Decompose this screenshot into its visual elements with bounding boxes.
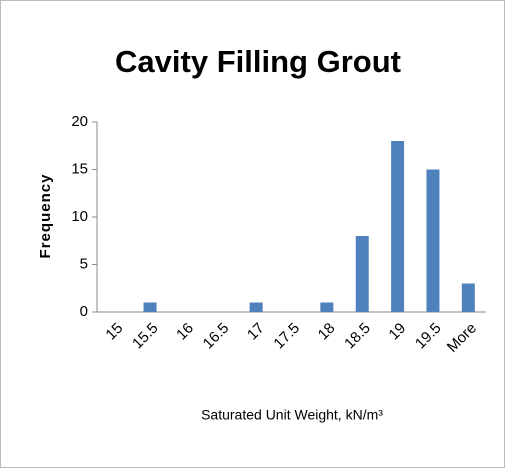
bar <box>355 236 369 312</box>
y-tick-label: 10 <box>71 208 88 225</box>
chart-title: Cavity Filling Grout <box>115 44 401 79</box>
bar <box>249 302 263 312</box>
bar <box>143 302 157 312</box>
y-axis-label: Frequency <box>37 174 54 259</box>
y-tick-label: 20 <box>71 113 88 130</box>
y-tick-label: 15 <box>71 160 88 177</box>
bar <box>426 169 440 312</box>
y-tick-label: 5 <box>80 255 88 272</box>
x-axis-label: Saturated Unit Weight, kN/m³ <box>201 407 383 423</box>
bar <box>391 141 405 312</box>
bar <box>461 283 475 312</box>
y-tick-label: 0 <box>80 303 88 320</box>
bar <box>320 302 334 312</box>
